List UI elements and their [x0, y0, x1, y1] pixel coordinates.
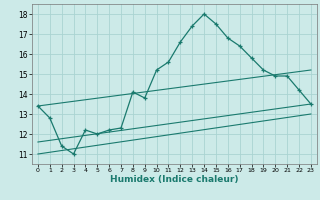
X-axis label: Humidex (Indice chaleur): Humidex (Indice chaleur) [110, 175, 239, 184]
